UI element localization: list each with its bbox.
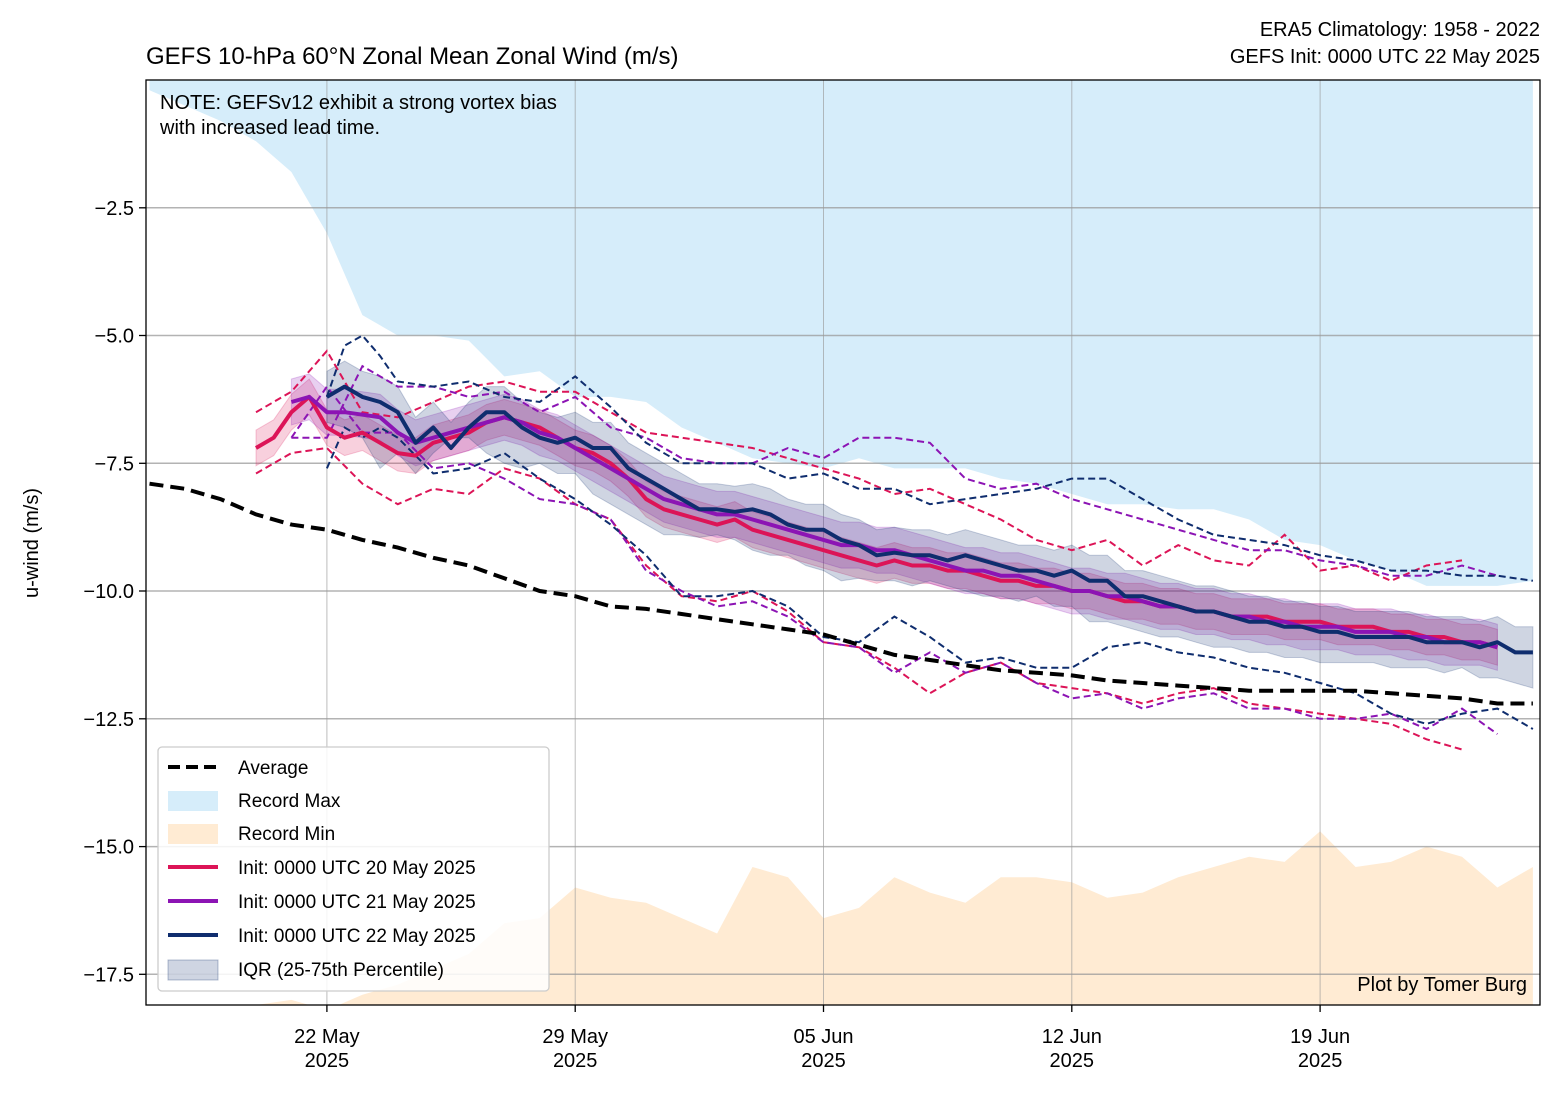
average-line — [149, 481, 1533, 706]
x-tick-label-1: 29 May — [542, 1026, 608, 1048]
legend-init21-label: Init: 0000 UTC 21 May 2025 — [238, 892, 476, 913]
legend-record-min-label: Record Min — [238, 824, 335, 845]
legend-init22-label: Init: 0000 UTC 22 May 2025 — [238, 926, 476, 947]
x-tick-year-2: 2025 — [801, 1050, 846, 1072]
x-tick-label-4: 19 Jun — [1290, 1026, 1350, 1048]
mean-lines — [254, 384, 1533, 655]
legend: Average Record Max Record Min Init: 0000… — [157, 746, 550, 992]
member-line-init21-2 — [290, 384, 1498, 735]
note-line-1: NOTE: GEFSv12 exhibit a strong vortex bi… — [160, 92, 557, 114]
x-tick-year-1: 2025 — [553, 1050, 598, 1072]
y-tick-label-2: −7.5 — [95, 453, 134, 475]
mean-line-init22 — [325, 384, 1533, 655]
y-tick-label-4: −12.5 — [83, 709, 134, 731]
member-line-init20-2 — [255, 446, 1463, 751]
y-axis-label: u-wind (m/s) — [21, 488, 43, 598]
member-lines — [255, 334, 1534, 751]
legend-record-max-label: Record Max — [238, 791, 341, 812]
x-tick-label-3: 12 Jun — [1042, 1026, 1102, 1048]
legend-iqr-label: IQR (25-75th Percentile) — [238, 960, 444, 981]
chart-title: GEFS 10-hPa 60°N Zonal Mean Zonal Wind (… — [146, 43, 678, 70]
record-max-area — [149, 80, 1533, 586]
note-line-2: with increased lead time. — [159, 117, 380, 139]
legend-init20-label: Init: 0000 UTC 20 May 2025 — [238, 858, 476, 879]
y-tick-label-0: −2.5 — [95, 198, 134, 220]
plot-frame — [145, 79, 1541, 1006]
legend-iqr-swatch — [167, 959, 219, 981]
y-tick-label-1: −5.0 — [95, 326, 134, 348]
iqr-band-init22 — [326, 360, 1534, 689]
chart-subtitle-line-2: GEFS Init: 0000 UTC 22 May 2025 — [1230, 46, 1540, 68]
y-tick-label-3: −10.0 — [83, 581, 134, 603]
member-line-init22-1 — [325, 334, 1534, 582]
legend-box — [157, 746, 550, 992]
chart-subtitle-line-1: ERA5 Climatology: 1958 - 2022 — [1260, 19, 1540, 41]
credit-text: Plot by Tomer Burg — [1357, 974, 1527, 996]
legend-record-max-swatch — [168, 791, 218, 811]
x-tick-year-3: 2025 — [1050, 1050, 1095, 1072]
axis-ticks: −2.5−5.0−7.5−10.0−12.5−15.0−17.522 May20… — [83, 198, 1350, 1072]
member-line-init22-2 — [325, 426, 1534, 730]
x-tick-year-4: 2025 — [1298, 1050, 1343, 1072]
x-tick-label-2: 05 Jun — [793, 1026, 853, 1048]
x-tick-label-0: 22 May — [294, 1026, 360, 1048]
member-line-init21-1 — [291, 364, 1498, 577]
y-tick-label-5: −15.0 — [83, 837, 134, 859]
average-layer — [149, 481, 1533, 706]
legend-record-min-swatch — [168, 824, 218, 844]
plot-area — [146, 80, 1540, 1005]
legend-average-label: Average — [238, 758, 308, 779]
x-tick-year-0: 2025 — [305, 1050, 350, 1072]
member-line-init20-1 — [255, 349, 1463, 582]
y-tick-label-6: −17.5 — [83, 964, 134, 986]
